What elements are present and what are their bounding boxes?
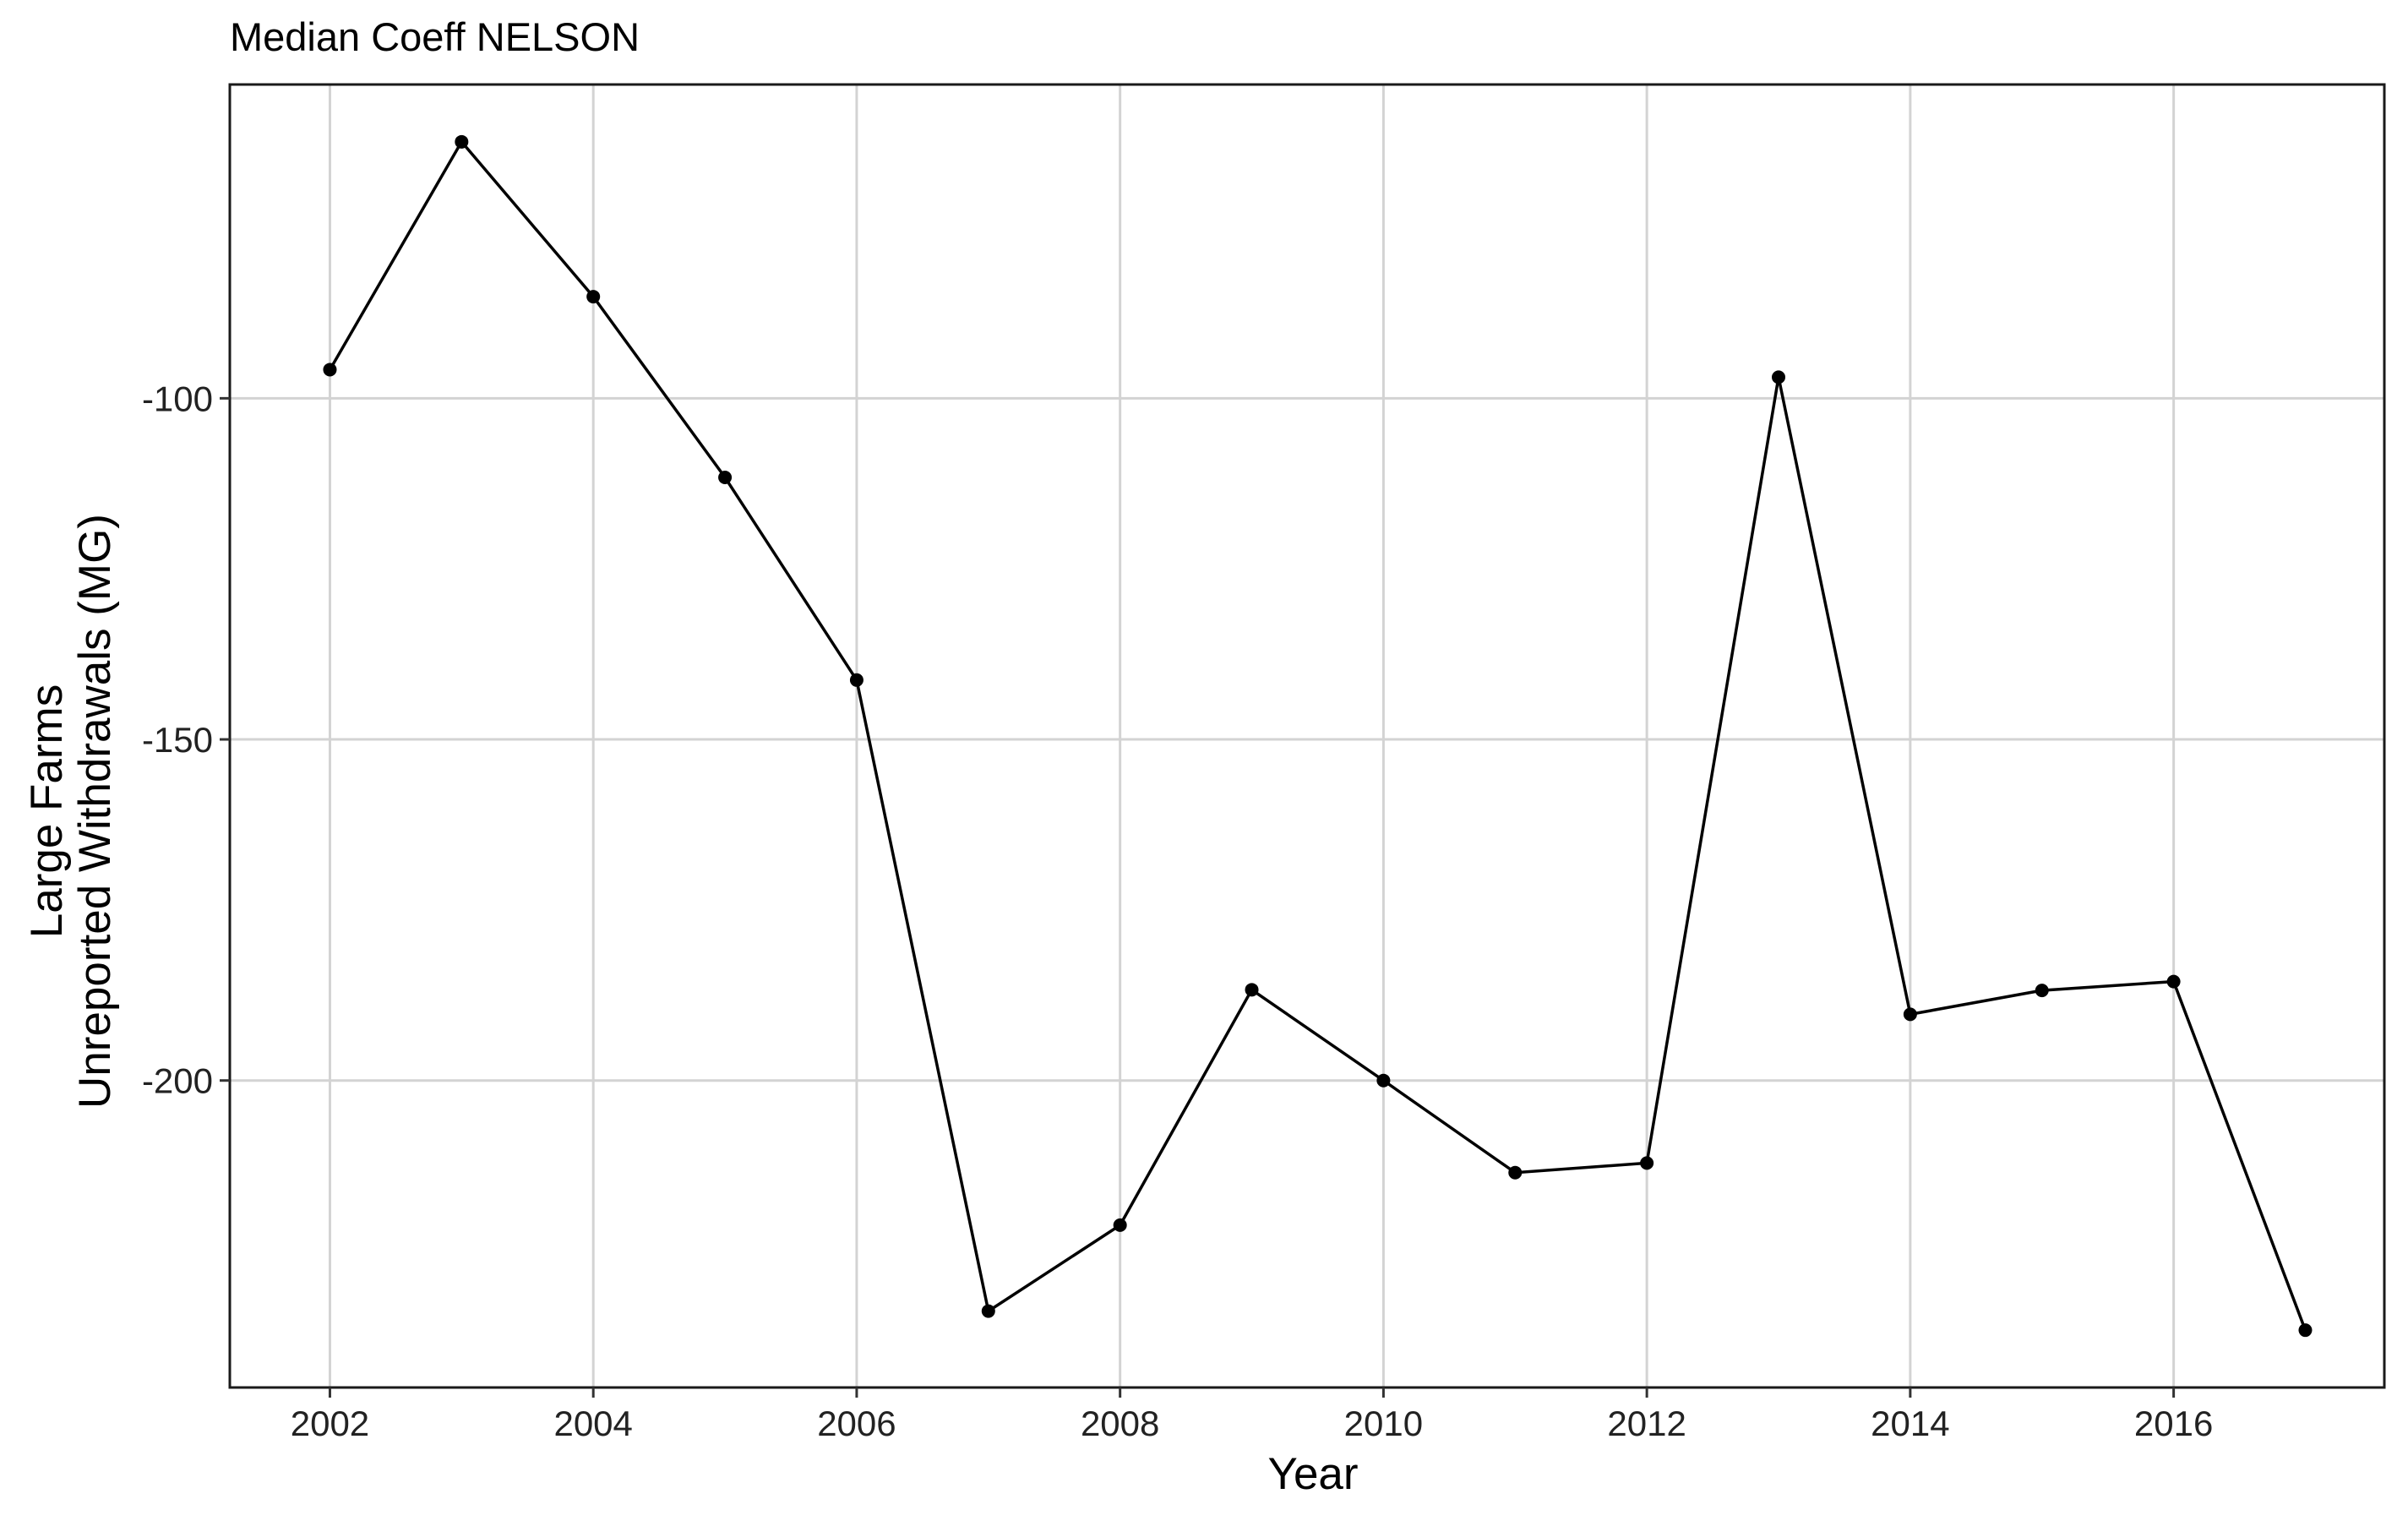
y-tick-label: -100 <box>142 379 213 418</box>
data-series <box>323 134 2313 1338</box>
y-axis-title-line-1: Large Farms <box>22 684 72 938</box>
series-line <box>328 139 2307 1331</box>
data-point <box>323 363 337 377</box>
x-tick-label: 2002 <box>291 1404 369 1443</box>
data-point <box>586 290 601 304</box>
data-point <box>1376 1073 1391 1088</box>
x-tick-label: 2008 <box>1081 1404 1159 1443</box>
data-point <box>1772 370 1786 384</box>
data-point <box>718 471 733 485</box>
data-point <box>2298 1323 2313 1338</box>
y-axis-title-line-2: Unreported Withdrawals (MG) <box>70 514 120 1109</box>
data-point <box>455 134 469 149</box>
data-point <box>981 1304 995 1318</box>
data-point <box>2166 974 2181 989</box>
x-tick-label: 2010 <box>1344 1404 1423 1443</box>
x-axis-title: Year <box>1267 1449 1358 1499</box>
x-tick-label: 2014 <box>1871 1404 1949 1443</box>
y-tick-label: -200 <box>142 1061 213 1101</box>
data-point <box>1508 1165 1523 1180</box>
x-tick-label: 2012 <box>1607 1404 1686 1443</box>
plot-panel-border <box>228 83 2386 1389</box>
y-tick-label: -150 <box>142 720 213 760</box>
axis-ticks: 2002 2004 2006 2008 2010 2012 2014 2016 -100 -150… <box>142 379 2213 1443</box>
data-point <box>2035 984 2049 998</box>
data-point <box>849 673 864 687</box>
x-tick-label: 2016 <box>2134 1404 2213 1443</box>
chart-title: Median Coeff NELSON <box>230 14 640 59</box>
data-point <box>1903 1007 1917 1022</box>
data-point <box>1640 1156 1654 1170</box>
data-point <box>1245 983 1259 997</box>
x-tick-label: 2006 <box>817 1404 896 1443</box>
x-tick-label: 2004 <box>553 1404 632 1443</box>
data-point <box>1113 1218 1127 1232</box>
